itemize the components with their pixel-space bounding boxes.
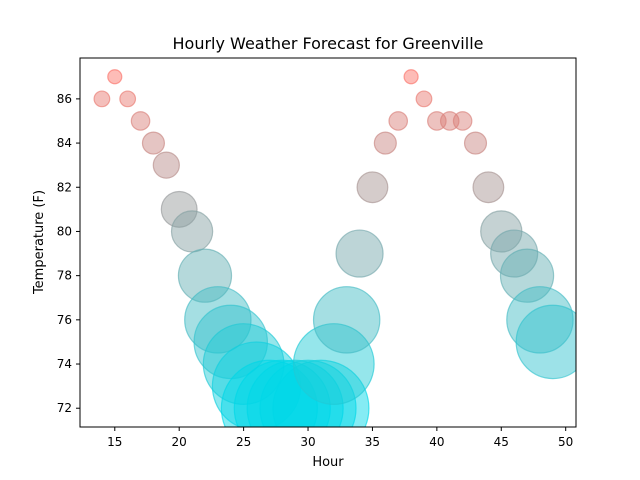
data-point — [506, 286, 574, 354]
data-point — [202, 323, 285, 405]
y-tick-label: 78 — [57, 269, 72, 283]
x-ticks: 15 20 25 30 35 40 45 50 — [107, 427, 573, 449]
data-point — [130, 111, 151, 131]
y-tick-label: 76 — [57, 313, 72, 327]
data-point — [312, 286, 381, 354]
data-point — [388, 111, 409, 131]
plot-area — [93, 69, 576, 427]
data-point — [177, 248, 233, 303]
data-point — [184, 286, 252, 354]
y-tick-label: 72 — [57, 401, 72, 415]
data-point — [119, 90, 137, 108]
data-point — [452, 111, 473, 131]
x-tick-label: 20 — [172, 435, 187, 449]
y-tick-label: 80 — [57, 224, 72, 238]
x-tick-label: 15 — [107, 435, 122, 449]
data-point — [141, 131, 166, 155]
data-point — [160, 190, 198, 228]
x-tick-label: 25 — [236, 435, 251, 449]
y-tick-label: 84 — [57, 136, 72, 150]
data-point — [152, 151, 180, 179]
x-tick-label: 40 — [429, 435, 444, 449]
data-point — [292, 323, 375, 405]
y-axis-label: Temperature (F) — [32, 190, 47, 295]
data-point — [403, 69, 419, 85]
data-point — [93, 90, 111, 108]
data-point — [107, 69, 123, 85]
data-point — [415, 90, 433, 108]
data-point — [515, 304, 576, 380]
y-tick-label: 82 — [57, 180, 72, 194]
data-point — [272, 359, 370, 427]
y-ticks: 72 74 76 78 80 82 84 86 — [57, 92, 80, 415]
axes-frame — [79, 57, 577, 428]
x-tick-label: 50 — [558, 435, 573, 449]
data-point — [170, 210, 214, 253]
chart-title: Hourly Weather Forecast for Greenville — [173, 34, 484, 53]
data-point — [463, 131, 488, 155]
data-point — [499, 248, 555, 303]
y-tick-label: 86 — [57, 92, 72, 106]
x-axis-label: Hour — [312, 455, 344, 470]
y-tick-label: 74 — [57, 357, 72, 371]
data-point — [356, 171, 389, 204]
data-point — [472, 171, 505, 204]
x-tick-label: 45 — [494, 435, 509, 449]
data-point — [335, 229, 384, 278]
data-point — [373, 131, 397, 155]
x-tick-label: 30 — [300, 435, 315, 449]
x-tick-label: 35 — [365, 435, 380, 449]
